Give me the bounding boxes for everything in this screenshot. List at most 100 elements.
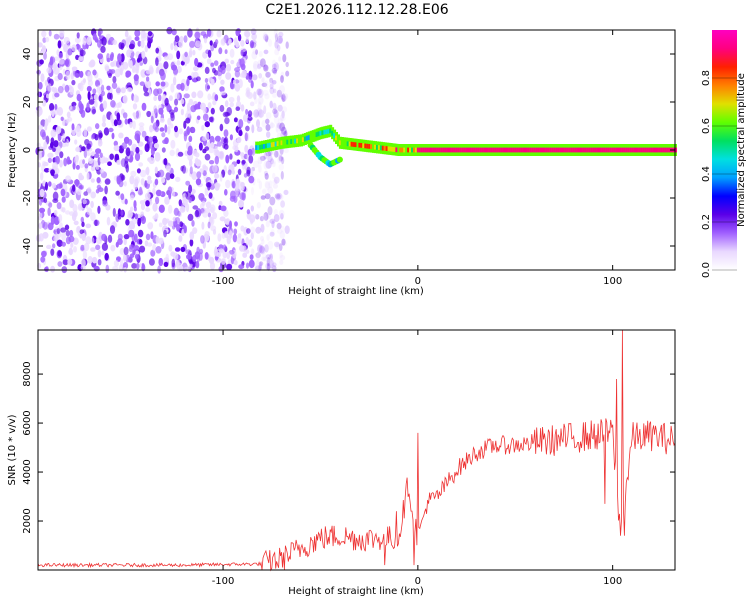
heatmap-noise-cell [155,47,160,54]
heatmap-noise-cell [46,93,50,99]
heatmap-noise-cell [40,73,45,83]
heatmap-noise-cell [91,237,95,245]
heatmap-noise-cell [204,153,211,161]
heatmap-ridge-cell [615,147,619,153]
heatmap-ridge-cell [465,147,469,153]
heatmap-noise-cell [234,83,241,92]
heatmap-noise-cell [271,67,278,74]
heatmap-noise-cell [52,198,59,203]
heatmap-ridge-cell [506,147,510,153]
heatmap-ridge-cell [652,147,656,153]
heatmap-noise-cell [220,258,226,265]
heatmap-noise-cell [95,123,100,130]
heatmap-noise-cell [266,131,271,139]
heatmap-noise-cell [145,233,151,241]
heatmap-noise-cell [115,190,120,196]
heatmap-noise-cell [60,188,66,197]
heatmap-noise-cell [57,85,64,94]
heatmap-noise-cell [88,157,94,165]
heatmap-noise-cell [191,220,195,227]
heatmap-noise-cell [204,121,210,128]
heatmap-noise-cell [272,262,277,267]
heatmap-ridge-cell [592,147,596,153]
heatmap-noise-cell [95,165,100,170]
heatmap-noise-cell [138,239,143,245]
heatmap-noise-cell [202,211,209,218]
heatmap-noise-cell [107,234,113,243]
heatmap-noise-cell [37,107,43,116]
heatmap-ridge-cell [261,144,264,150]
heatmap-noise-cell [233,117,238,123]
heatmap-noise-cell [278,209,285,218]
heatmap-ridge-cell [483,147,487,153]
heatmap-noise-cell [158,50,163,57]
heatmap-noise-cell [159,117,165,123]
heatmap-noise-cell [191,171,198,181]
heatmap-noise-cell [170,43,174,51]
heatmap-noise-cell [263,33,269,42]
heatmap-noise-cell [219,173,223,182]
heatmap-noise-cell [262,32,268,40]
heatmap-noise-cell [214,155,219,165]
heatmap-noise-cell [147,175,152,181]
heatmap-noise-cell [284,225,290,234]
heatmap-ridge-cell [463,147,467,153]
heatmap-noise-cell [174,35,180,43]
heatmap-ridge-cell [319,130,323,136]
colorbar: 0.0 0.2 0.4 0.6 0.8 Normalized spectral ampl… [701,30,747,278]
heatmap-noise-cell [129,175,135,185]
heatmap-noise-cell [81,232,86,242]
heatmap-noise-cell [166,165,171,172]
heatmap-noise-cell [71,79,76,86]
heatmap-noise-cell [38,222,43,230]
heatmap-noise-cell [200,102,206,111]
heatmap-ridge-cell [492,147,496,153]
heatmap-noise-cell [201,124,205,131]
heatmap-noise-cell [265,151,272,157]
heatmap-noise-cell [241,159,246,165]
heatmap-ridge-cell [321,130,325,136]
heatmap-noise-cell [264,80,269,89]
heatmap-noise-cell [129,59,133,69]
heatmap-noise-cell [269,83,274,90]
heatmap-noise-cell [97,259,102,266]
heatmap-ridge-cell [453,147,457,153]
heatmap-noise-cell [204,231,210,237]
heatmap-noise-cell [264,93,270,100]
heatmap-noise-cell [259,246,266,255]
heatmap-branch-cell [336,156,343,163]
heatmap-noise-cell [113,260,119,267]
heatmap-noise-cell [83,242,90,252]
heatmap-noise-cell [171,258,176,268]
heatmap-ridge-cell [342,140,346,146]
heatmap-noise-cell [188,197,192,203]
heatmap-noise-cell [223,209,229,217]
y-tick-label: -20 [22,190,33,206]
heatmap-noise-cell [250,41,257,49]
heatmap-noise-cell [145,207,151,213]
heatmap-noise-cell [228,96,235,103]
heatmap-noise-cell [218,248,224,254]
heatmap-noise-cell [41,250,47,258]
heatmap-noise-cell [101,84,105,93]
heatmap-noise-cell [271,220,275,229]
heatmap-noise-cell [272,172,276,180]
heatmap-noise-cell [265,71,270,79]
heatmap-noise-cell [192,128,196,133]
heatmap-ridge-cell [413,147,416,153]
heatmap-noise-cell [71,123,75,131]
heatmap-noise-cell [94,153,100,158]
heatmap-noise-cell [107,39,111,45]
heatmap-noise-cell [143,91,150,97]
heatmap-noise-cell [278,31,284,38]
heatmap-ridge-cell [364,143,368,149]
heatmap-noise-cell [47,152,54,158]
heatmap-ridge-cell [457,147,461,153]
heatmap-noise-cell [96,177,101,184]
heatmap-noise-cell [152,243,157,252]
heatmap-noise-cell [245,249,250,254]
heatmap-noise-cell [67,258,73,266]
heatmap-noise-cell [272,179,278,185]
heatmap-ridge-cell [438,147,442,153]
heatmap-noise-cell [206,58,212,65]
